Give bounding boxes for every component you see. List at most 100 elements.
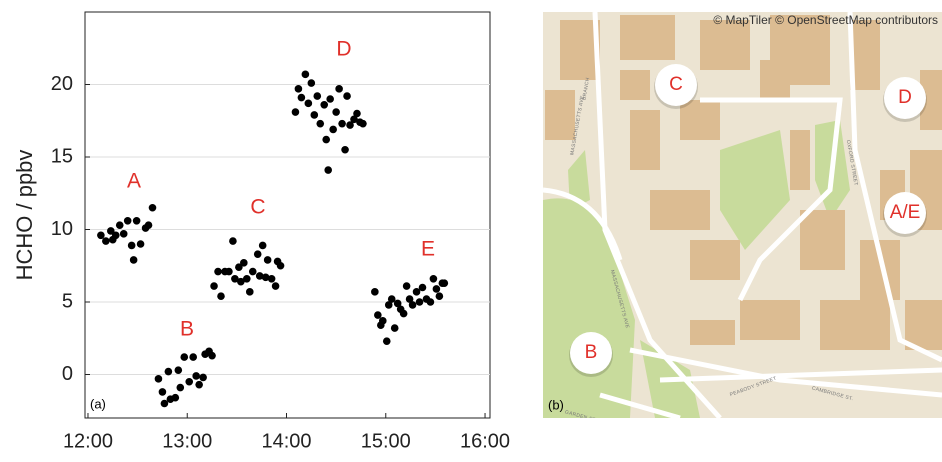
point xyxy=(393,299,402,308)
point xyxy=(235,263,243,272)
point xyxy=(322,135,331,144)
y-tick-label: 20 xyxy=(51,73,73,95)
point xyxy=(408,301,417,309)
marker-label: A/E xyxy=(890,202,921,223)
point xyxy=(129,256,138,264)
point xyxy=(353,109,361,118)
point xyxy=(148,203,157,212)
point xyxy=(174,366,183,374)
point xyxy=(271,282,280,290)
point xyxy=(307,79,316,87)
point xyxy=(225,267,233,276)
point xyxy=(412,288,421,296)
point xyxy=(291,108,300,116)
x-tick-label: 14:00 xyxy=(261,430,311,452)
point xyxy=(199,373,207,382)
point xyxy=(440,279,449,287)
y-tick-label: 5 xyxy=(62,290,73,312)
point xyxy=(217,292,225,301)
point xyxy=(144,221,153,229)
point xyxy=(297,93,306,102)
point xyxy=(195,380,203,389)
point xyxy=(329,125,337,134)
y-axis-label: HCHO / ppbv xyxy=(12,150,37,281)
point xyxy=(158,388,167,396)
marker-label: D xyxy=(898,87,912,108)
point xyxy=(316,119,325,128)
point xyxy=(343,92,351,100)
point xyxy=(253,250,262,258)
point xyxy=(108,235,117,244)
point xyxy=(294,85,303,93)
point xyxy=(180,353,189,361)
point xyxy=(276,261,285,270)
annotation: A xyxy=(127,170,141,193)
marker-label: B xyxy=(585,342,598,363)
marker xyxy=(570,332,612,374)
panel-label: (b) xyxy=(548,397,564,412)
annotation: D xyxy=(336,38,351,61)
point xyxy=(320,101,329,109)
point xyxy=(115,221,124,229)
point xyxy=(189,353,197,361)
point xyxy=(208,351,216,360)
point xyxy=(267,275,276,283)
point xyxy=(378,317,387,325)
point xyxy=(176,383,185,392)
point xyxy=(255,272,264,280)
point xyxy=(245,288,254,296)
point xyxy=(326,95,334,103)
point xyxy=(415,298,424,306)
point xyxy=(313,92,322,100)
panel-label: (a) xyxy=(90,396,106,411)
point xyxy=(301,70,310,79)
marker-label: C xyxy=(669,74,683,95)
y-tick-label: 10 xyxy=(51,218,73,240)
plot: 0 5 10 15 20 12:00 13:00 14:00 15:00 16:00 A B C D E xyxy=(51,38,510,453)
point xyxy=(335,85,343,93)
attribution: © MapTiler © OpenStreetMap contributors xyxy=(713,13,938,27)
street-label: BRANCH xyxy=(581,77,591,101)
point xyxy=(371,288,379,296)
point xyxy=(164,367,173,376)
point xyxy=(237,277,245,286)
point xyxy=(123,217,132,225)
point xyxy=(214,267,222,276)
point xyxy=(248,267,257,276)
point xyxy=(429,275,438,283)
point xyxy=(107,227,115,235)
x-tick-label: 16:00 xyxy=(460,430,510,452)
point xyxy=(127,241,136,250)
marker xyxy=(655,64,697,106)
point xyxy=(210,282,218,290)
point xyxy=(426,298,435,306)
marker xyxy=(884,77,926,119)
point xyxy=(258,241,267,250)
point xyxy=(341,145,349,154)
point xyxy=(261,273,270,282)
point xyxy=(338,119,346,128)
point xyxy=(240,259,248,267)
point xyxy=(350,115,358,124)
point xyxy=(432,285,441,293)
point xyxy=(384,301,393,309)
x-tick-label: 15:00 xyxy=(361,430,411,452)
point xyxy=(263,256,272,264)
point xyxy=(154,375,163,383)
point xyxy=(136,240,145,248)
point xyxy=(119,230,128,238)
point xyxy=(304,99,313,108)
point xyxy=(387,295,396,303)
y-tick-label: 0 xyxy=(62,363,73,385)
point xyxy=(324,166,332,174)
x-tick-label: 12:00 xyxy=(63,430,113,452)
marker xyxy=(884,192,926,234)
plot-frame xyxy=(84,11,491,419)
point xyxy=(418,283,427,292)
point xyxy=(229,237,237,245)
annotation: E xyxy=(421,238,435,261)
point xyxy=(185,377,194,386)
map: MASSACHUSETTS AVE BRANCH MASSACHUSETTS A… xyxy=(543,12,942,418)
